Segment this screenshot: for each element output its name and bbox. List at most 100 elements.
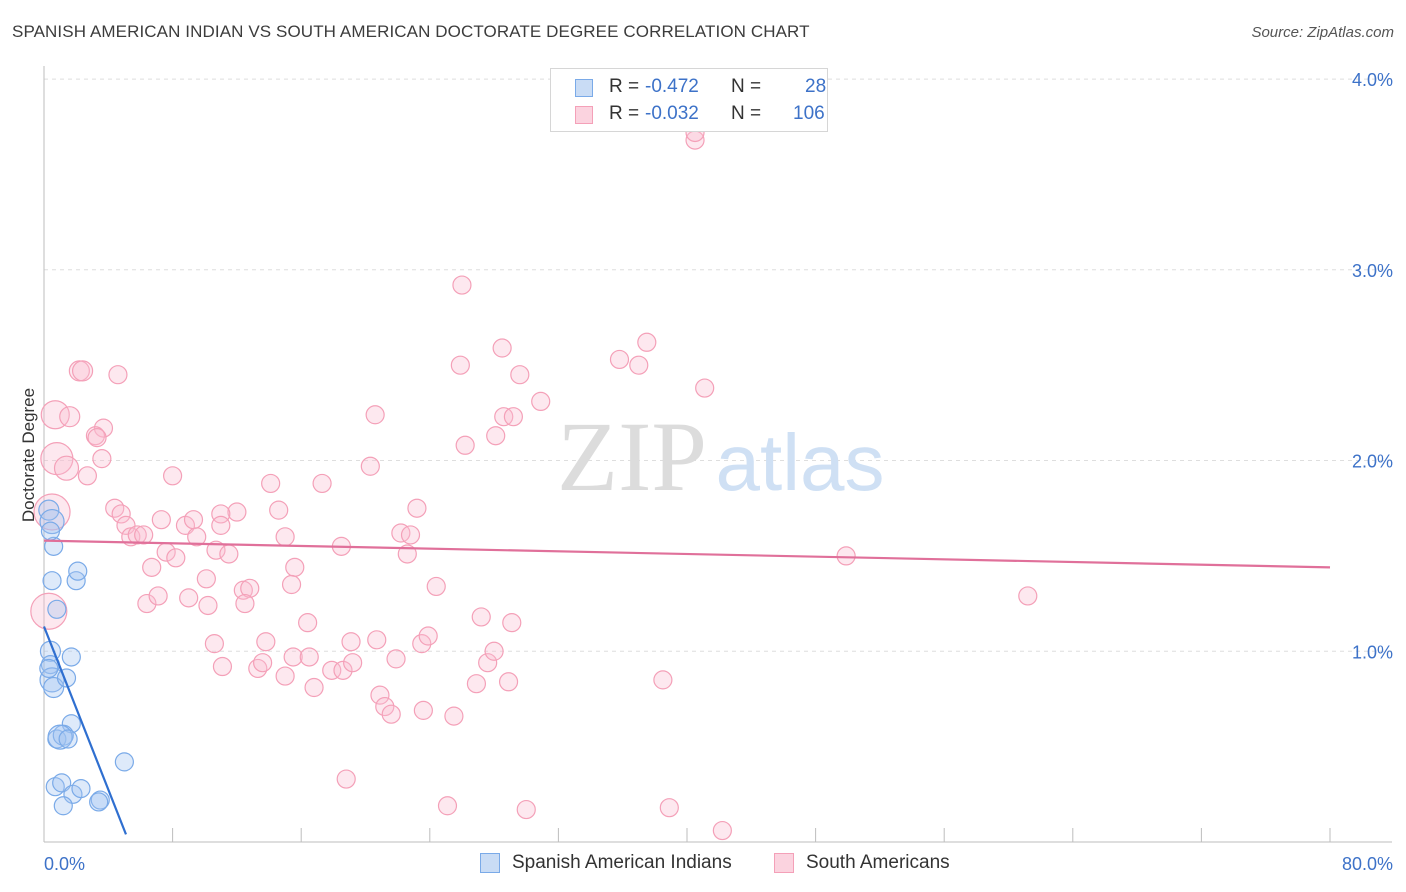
point-spanish-american-indians [114, 752, 134, 772]
point-south-americans [637, 332, 657, 352]
point-south-americans [71, 360, 94, 382]
watermark-atlas: atlas [716, 418, 885, 507]
point-south-americans [484, 641, 504, 661]
point-south-americans [503, 407, 523, 427]
point-south-americans [235, 593, 255, 614]
point-south-americans [285, 557, 305, 577]
point-spanish-american-indians [42, 571, 62, 591]
point-south-americans [653, 670, 673, 690]
point-spanish-american-indians [71, 778, 91, 799]
grid [44, 78, 1392, 652]
point-south-americans [148, 586, 168, 606]
point-south-americans [77, 466, 98, 486]
point-south-americans [437, 796, 458, 816]
point-south-americans [275, 666, 295, 686]
point-south-americans [92, 449, 112, 469]
legend-n-label: N = [731, 76, 762, 97]
point-south-americans [370, 685, 390, 705]
point-south-americans [240, 578, 260, 598]
bottom-legend-swatch-pink [774, 853, 794, 873]
point-south-americans [93, 418, 114, 438]
source-label: Source: ZipAtlas.com [1251, 24, 1394, 41]
point-south-americans [494, 407, 514, 427]
point-south-americans [659, 798, 679, 818]
point-south-americans [418, 626, 438, 646]
point-south-americans [283, 647, 303, 667]
point-spanish-american-indians [89, 792, 109, 812]
legend-n-label: N = [731, 103, 762, 124]
point-south-americans [211, 504, 231, 524]
x-tick-label: 0.0% [44, 854, 85, 874]
point-south-americans [412, 634, 432, 654]
trend-line-spanish-american-indians [42, 626, 128, 835]
legend-swatch-pink [575, 106, 593, 124]
point-south-americans [400, 525, 421, 545]
point-south-americans [360, 456, 380, 476]
point-south-americans [502, 613, 522, 633]
point-south-americans [486, 426, 506, 446]
point-south-americans [40, 400, 70, 430]
point-south-americans [179, 588, 199, 608]
point-south-americans [397, 544, 417, 564]
point-south-americans [531, 391, 551, 412]
legend: R = -0.472 N = 28 R = -0.032 N = 106 [550, 68, 828, 132]
point-spanish-american-indians [40, 521, 61, 541]
legend-n-value: 28 [805, 76, 827, 97]
points [30, 122, 1038, 841]
point-south-americans [609, 349, 630, 370]
point-south-americans [204, 634, 224, 654]
point-south-americans [206, 540, 226, 560]
point-south-americans [341, 632, 361, 652]
point-south-americans [492, 338, 512, 358]
point-spanish-american-indians [52, 773, 72, 793]
x-tick-label: 80.0% [1342, 854, 1393, 874]
point-south-americans [59, 406, 81, 428]
point-spanish-american-indians [47, 724, 73, 750]
point-south-americans [53, 455, 80, 481]
point-south-americans [498, 672, 519, 692]
point-south-americans [142, 557, 162, 577]
point-south-americans [322, 660, 342, 680]
point-south-americans [367, 630, 387, 650]
point-spanish-american-indians [39, 658, 59, 679]
point-spanish-american-indians [58, 729, 78, 749]
point-south-americans [256, 632, 276, 652]
point-south-americans [299, 647, 319, 667]
point-south-americans [211, 515, 231, 535]
watermark-zip: ZIP [557, 401, 707, 512]
point-south-americans [452, 275, 472, 295]
y-tick-label: 1.0% [1352, 642, 1393, 662]
axes [43, 66, 1392, 843]
point-spanish-american-indians [66, 571, 86, 591]
point-south-americans [304, 677, 324, 698]
legend-r-value: -0.032 [645, 103, 699, 124]
y-axis-title: Doctorate Degree [19, 388, 38, 522]
point-south-americans [298, 613, 318, 633]
point-south-americans [413, 700, 433, 720]
tick-labels: 1.0% 2.0% 3.0% 4.0% 0.0% 80.0% [44, 70, 1393, 874]
point-south-americans [108, 365, 128, 385]
point-south-americans [516, 799, 536, 820]
point-south-americans [33, 493, 71, 531]
point-south-americans [426, 576, 446, 597]
legend-r-value: -0.472 [645, 76, 699, 97]
point-south-americans [187, 527, 207, 547]
point-south-americans [455, 435, 475, 455]
point-south-americans [227, 502, 247, 522]
point-south-americans [336, 769, 356, 789]
point-south-americans [450, 355, 470, 375]
point-south-americans [219, 544, 239, 564]
point-south-americans [261, 473, 281, 494]
point-south-americans [281, 574, 302, 595]
point-south-americans [163, 466, 183, 486]
point-south-americans [30, 592, 68, 630]
point-south-americans [111, 504, 131, 524]
y-tick-label: 3.0% [1352, 261, 1393, 281]
point-south-americans [275, 527, 295, 547]
point-south-americans [87, 428, 107, 448]
point-south-americans [386, 649, 406, 669]
point-south-americans [407, 498, 427, 518]
point-south-americans [381, 704, 401, 724]
point-south-americans [510, 365, 530, 385]
